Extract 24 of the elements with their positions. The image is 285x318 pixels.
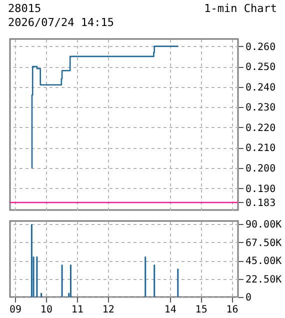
y-tick-label: 0.240 xyxy=(246,82,276,94)
chart-title: 28015 xyxy=(8,2,42,16)
y-tick-label: 0.210 xyxy=(246,143,276,154)
y-tick-label: 0 xyxy=(246,292,252,304)
y-tick-label: 0.230 xyxy=(246,102,276,114)
y-tick-label: 90.00K xyxy=(246,220,282,231)
y-tick-label: 0.250 xyxy=(246,62,276,74)
y-tick-label: 0.200 xyxy=(246,164,276,175)
x-tick-label: 11 xyxy=(71,304,84,316)
x-tick-label: 15 xyxy=(195,304,208,316)
y-tick-label: 67.50K xyxy=(246,238,282,249)
text: 1-min Chart xyxy=(204,2,277,16)
x-tick-label: 10 xyxy=(40,304,52,316)
y-tick-label: 0.220 xyxy=(246,122,276,134)
x-tick-label: 14 xyxy=(164,304,176,316)
chart-subtitle: 2026/07/24 14:15 xyxy=(8,16,115,30)
y-tick-label: 0.183 xyxy=(246,198,276,209)
y-tick-label: 0.190 xyxy=(246,184,276,195)
x-tick-label: 16 xyxy=(226,304,238,316)
y-tick-label: 22.50K xyxy=(246,274,282,286)
y-tick-label: 45.00K xyxy=(246,256,282,268)
x-tick-label: 12 xyxy=(102,304,114,316)
x-tick-label: 09 xyxy=(9,304,22,316)
y-tick-label: 0.260 xyxy=(246,42,276,53)
